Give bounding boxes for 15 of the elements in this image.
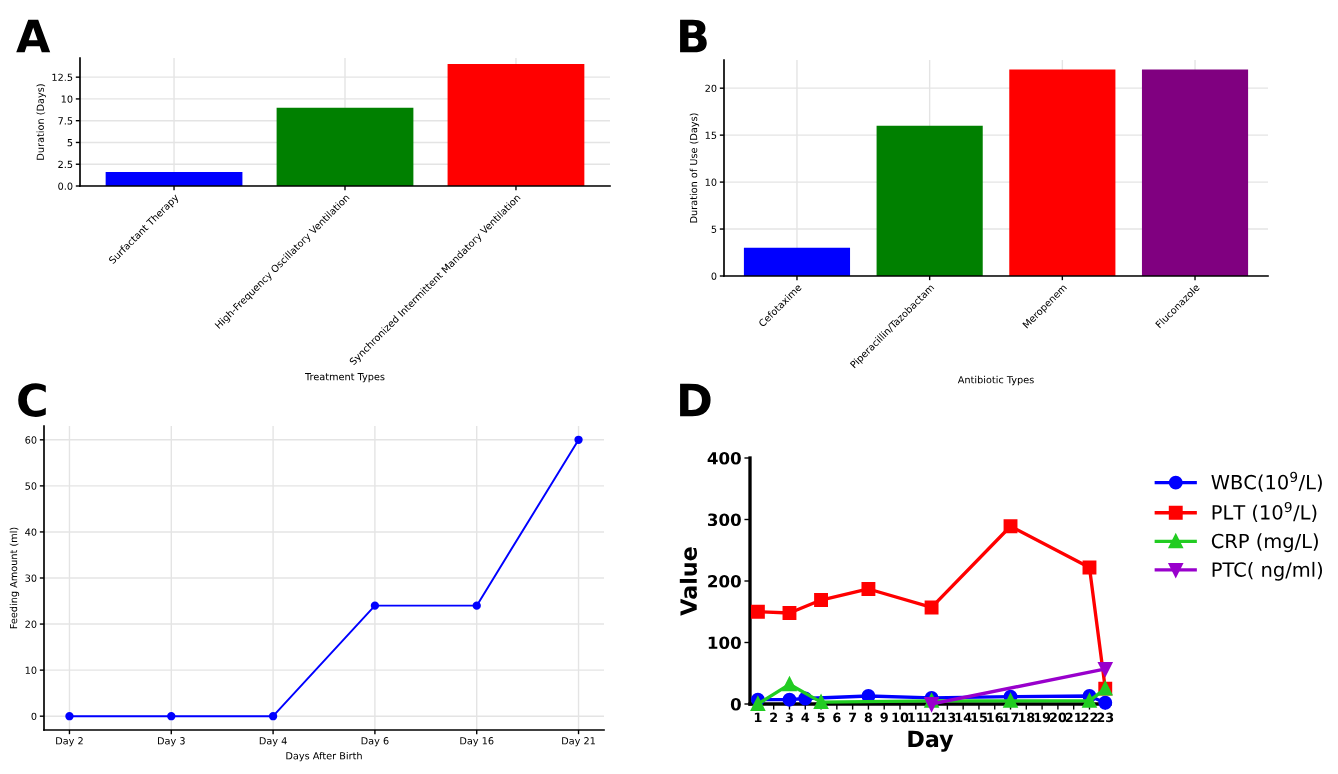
chart-title: D [680, 383, 711, 417]
y-tick-label: 100 [708, 636, 741, 650]
y-axis-title: Value [679, 547, 698, 616]
chart-title: B [680, 19, 707, 53]
x-axis-title: Day [908, 730, 954, 752]
legend-label: PTC( ng/ml) [1212, 561, 1323, 581]
y-tick-label: 300 [707, 513, 741, 527]
legend-label: CRP (mg/L) [1211, 533, 1318, 553]
y-tick-label: 200 [708, 574, 741, 588]
legend-label: WBC(10$^{9}$/L) [1211, 471, 1322, 492]
legend-label: PLT (10$^{9}$/L) [1212, 501, 1317, 522]
y-tick-label: 400 [707, 451, 741, 465]
chart-title: C [18, 383, 46, 417]
chart-title: A [16, 19, 51, 53]
y-tick-label: 0 [730, 697, 741, 711]
